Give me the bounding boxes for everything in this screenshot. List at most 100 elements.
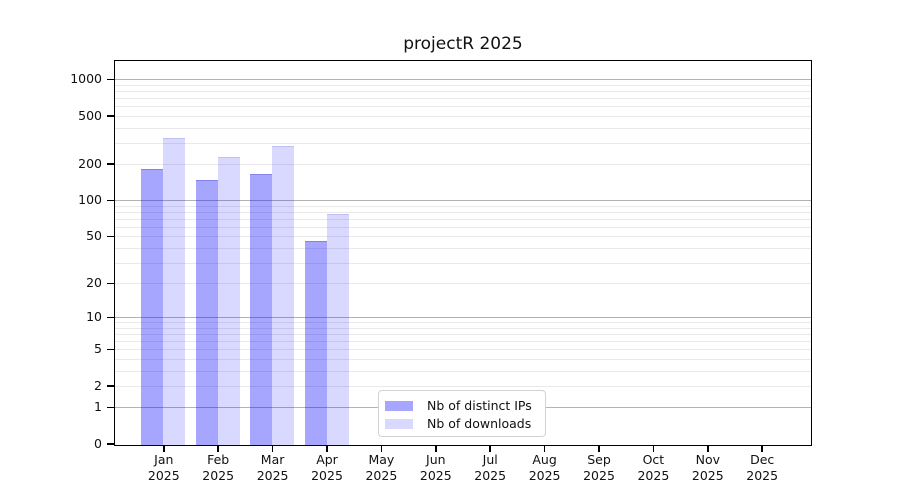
x-tick-year: 2025 [202,467,235,483]
x-tick-mark [217,445,219,452]
y-tick-mark [107,282,114,285]
x-tick-mark [652,445,655,452]
x-tick-label: Mar 2025 [245,452,301,483]
gridline-minor [115,236,811,238]
x-tick-month: Oct [642,452,665,467]
x-tick-label: Jan 2025 [136,452,192,483]
x-tick-year: 2025 [583,467,615,483]
x-tick-label: May 2025 [353,452,409,483]
x-tick-label: Oct 2025 [625,452,681,483]
legend-label-distinct-ips: Nb of distinct IPs [427,398,532,413]
x-tick-month: May [368,452,395,467]
gridline-minor [115,322,811,324]
gridline-minor [115,218,811,220]
x-tick-mark [707,445,709,452]
gridline-minor [115,386,811,388]
y-tick-mark [107,235,114,238]
gridline-minor [115,212,811,214]
x-tick-year: 2025 [637,467,670,483]
x-tick-year: 2025 [147,467,180,483]
gridline-minor [115,164,811,166]
y-tick-mark [107,163,114,165]
x-tick-year: 2025 [528,467,561,483]
x-tick-year: 2025 [746,467,779,483]
y-tick-label: 1000 [70,71,102,87]
y-tick-label: 20 [86,275,102,291]
bar-distinct-ips-mar [250,173,273,445]
chart-title: projectR 2025 [403,34,523,54]
x-tick-label: Jul 2025 [462,452,518,483]
x-tick-year: 2025 [474,467,507,483]
legend: Nb of distinct IPs Nb of downloads [378,390,546,437]
x-tick-mark [163,445,165,452]
gridline-minor [115,226,811,228]
x-tick-year: 2025 [419,467,452,483]
x-tick-mark [326,445,328,452]
y-tick-label: 0 [94,436,102,451]
y-tick-label: 50 [86,228,102,244]
x-tick-month: Sep [587,452,611,467]
legend-label-downloads: Nb of downloads [427,416,532,431]
y-tick-mark [107,78,114,81]
bar-distinct-ips-jan [141,168,164,445]
gridline-minor [115,334,811,336]
x-tick-label: Jun 2025 [408,452,464,483]
x-tick-label: Feb 2025 [190,452,246,483]
y-tick-mark [107,316,114,319]
x-tick-year: 2025 [691,467,724,483]
x-tick-month: Jan [154,452,174,467]
x-tick-mark [761,445,763,452]
gridline-minor [115,349,811,351]
y-tick-label: 1 [94,399,102,415]
y-tick-mark [107,406,114,409]
y-tick-mark [107,443,114,445]
gridline-minor [115,262,811,264]
gridline-minor [115,142,811,144]
y-tick-mark [107,385,114,387]
x-tick-month: Feb [207,452,230,467]
y-tick-label: 500 [78,107,102,123]
x-tick-label: Apr 2025 [299,452,355,483]
x-tick-year: 2025 [256,467,289,483]
gridline-minor [115,106,811,108]
x-tick-month: Dec [750,452,775,467]
x-tick-year: 2025 [311,467,343,483]
x-tick-month: Aug [532,452,557,467]
x-tick-month: Apr [316,452,338,467]
bar-distinct-ips-apr [304,240,327,445]
gridline-minor [115,91,811,93]
gridline-minor [115,359,811,361]
gridline-major [115,317,811,319]
x-tick-month: Jul [482,452,498,467]
y-tick-label: 10 [86,309,102,325]
y-tick-label: 5 [94,341,102,357]
x-tick-month: Jun [426,452,446,467]
gridline-minor [115,283,811,285]
x-tick-year: 2025 [365,467,398,483]
x-tick-month: Nov [695,452,720,467]
gridline-major [115,200,811,202]
y-tick-label: 2 [94,378,102,393]
legend-row-distinct-ips: Nb of distinct IPs [385,397,545,414]
x-tick-label: Nov 2025 [680,452,736,483]
x-tick-mark [435,445,437,452]
gridline-minor [115,205,811,207]
gridline-minor [115,115,811,117]
y-tick-label: 100 [78,192,102,208]
bar-downloads-feb [217,156,240,445]
y-tick-mark [107,348,114,351]
gridline-minor [115,328,811,330]
x-tick-mark [598,445,600,452]
x-tick-month: Mar [260,452,285,467]
y-tick-label: 200 [78,156,102,172]
legend-swatch-downloads [385,418,413,429]
gridline-minor [115,247,811,249]
gridline-minor [115,370,811,372]
x-tick-mark [489,445,491,452]
legend-row-downloads: Nb of downloads [385,415,545,432]
gridline-minor [115,98,811,100]
legend-swatch-distinct-ips [385,400,413,411]
bar-distinct-ips-feb [195,180,218,445]
gridline-minor [115,341,811,343]
